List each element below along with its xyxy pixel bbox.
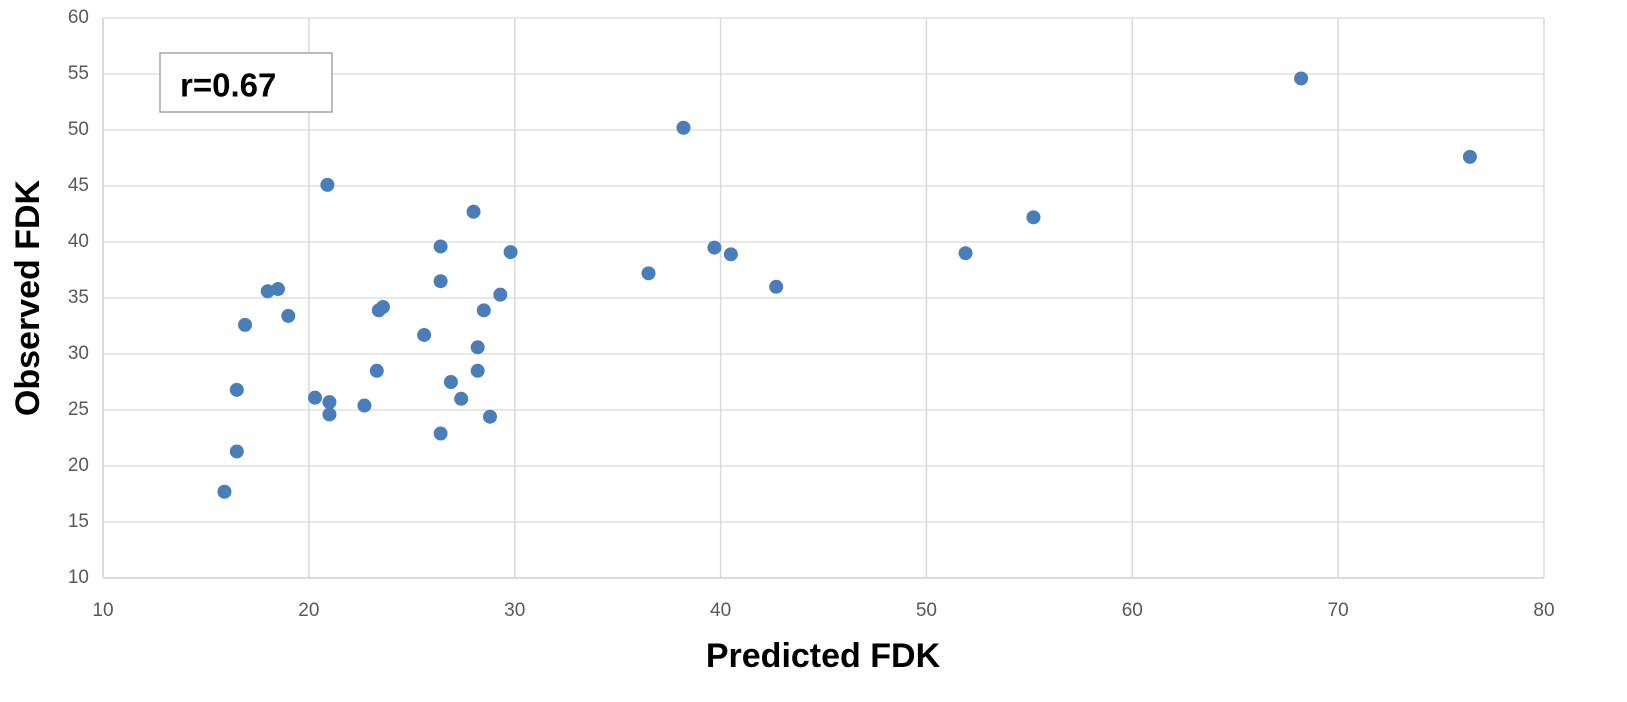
annotation: r=0.67: [180, 67, 276, 104]
y-axis-title: Observed FDK: [9, 179, 47, 416]
point: [470, 363, 485, 378]
x-tick-label: 20: [298, 600, 319, 621]
x-tick-label: 40: [710, 600, 731, 621]
point: [270, 282, 285, 297]
y-tick-label: 10: [68, 567, 89, 588]
point: [503, 245, 518, 260]
y-tick-label: 40: [68, 231, 89, 252]
point: [433, 274, 448, 289]
annotation-box: [159, 52, 333, 113]
y-tick-label: 30: [68, 343, 89, 364]
y-tick-label: 60: [68, 7, 89, 28]
point: [371, 303, 386, 318]
point: [707, 240, 722, 255]
point: [476, 303, 491, 318]
point: [322, 407, 337, 422]
point: [493, 287, 508, 302]
point: [958, 246, 973, 261]
x-axis-title: Predicted FDK: [706, 637, 941, 675]
point: [1294, 71, 1309, 86]
y-tick-label: 55: [68, 63, 89, 84]
x-tick-label: 30: [504, 600, 525, 621]
point: [769, 279, 784, 294]
point: [676, 120, 691, 135]
y-tick-label: 45: [68, 175, 89, 196]
point: [320, 177, 335, 192]
point: [229, 382, 244, 397]
y-tick-label: 25: [68, 399, 89, 420]
y-tick-label: 20: [68, 455, 89, 476]
point: [238, 317, 253, 332]
x-tick-label: 70: [1328, 600, 1349, 621]
point: [466, 204, 481, 219]
y-tick-label: 35: [68, 287, 89, 308]
point: [433, 239, 448, 254]
point: [433, 426, 448, 441]
point: [308, 390, 323, 405]
point: [217, 484, 232, 499]
x-tick-label: 50: [916, 600, 937, 621]
point: [443, 375, 458, 389]
point: [357, 398, 372, 413]
y-tick-label: 15: [68, 511, 89, 532]
point: [1462, 149, 1477, 164]
point: [483, 409, 498, 424]
point: [229, 444, 244, 459]
point: [454, 391, 469, 406]
x-tick-label: 60: [1122, 600, 1143, 621]
point: [723, 247, 738, 262]
x-tick-label: 10: [92, 600, 113, 621]
point: [470, 340, 485, 355]
x-tick-label: 80: [1533, 600, 1554, 621]
point: [417, 327, 432, 342]
y-tick-label: 50: [68, 119, 89, 140]
point: [281, 308, 296, 323]
point: [641, 266, 656, 281]
point: [322, 395, 337, 410]
point: [369, 363, 384, 378]
point: [1026, 210, 1041, 225]
